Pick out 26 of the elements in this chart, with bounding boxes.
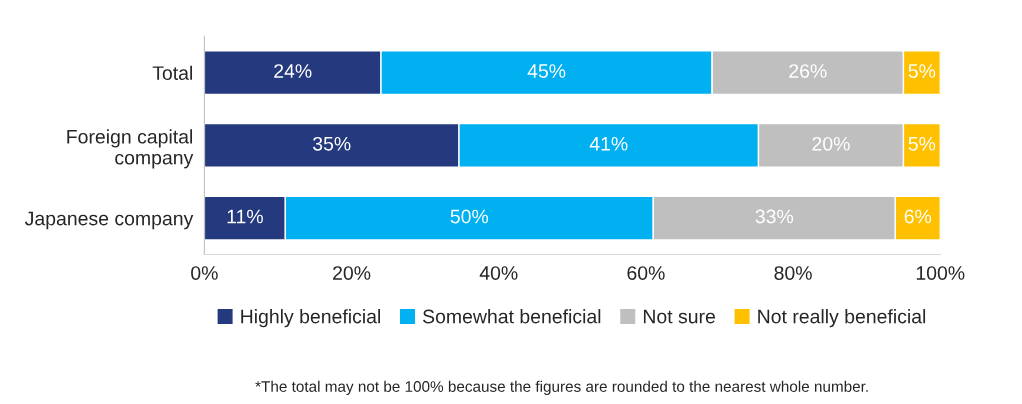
data-label: 41% xyxy=(589,136,628,151)
data-label: 26% xyxy=(789,64,827,78)
data-label: 33% xyxy=(755,209,794,224)
legend-label: Not really beneficial xyxy=(758,309,926,328)
data-label: 50% xyxy=(450,209,489,224)
x-tick-label: 40% xyxy=(479,266,518,280)
data-label: 11% xyxy=(227,209,263,224)
x-tick-label: 80% xyxy=(774,266,812,280)
data-label: 20% xyxy=(812,136,850,151)
legend-label: Somewhat beneficial xyxy=(422,309,601,324)
x-tick-label: 0% xyxy=(191,266,218,280)
y-tick-label: Total xyxy=(152,65,192,80)
data-label: 5% xyxy=(908,136,936,151)
data-label: 6% xyxy=(904,209,932,224)
y-tick-label: Foreign capital company xyxy=(67,129,194,169)
text: *The total may not be 100% because the figures are rounded to the nearest whole number. xyxy=(255,380,868,395)
legend-label: Not sure xyxy=(643,309,715,324)
x-tick-label: 60% xyxy=(627,266,665,280)
data-label: 5% xyxy=(908,64,936,78)
data-label: 35% xyxy=(312,136,351,151)
data-label: 24% xyxy=(274,64,312,78)
x-tick-label: 100% xyxy=(916,266,965,280)
x-tick-label: 20% xyxy=(333,266,371,280)
legend-label: Highly beneficial xyxy=(241,309,380,328)
data-label: 45% xyxy=(527,64,566,78)
y-tick-label: Japanese company xyxy=(24,211,194,230)
